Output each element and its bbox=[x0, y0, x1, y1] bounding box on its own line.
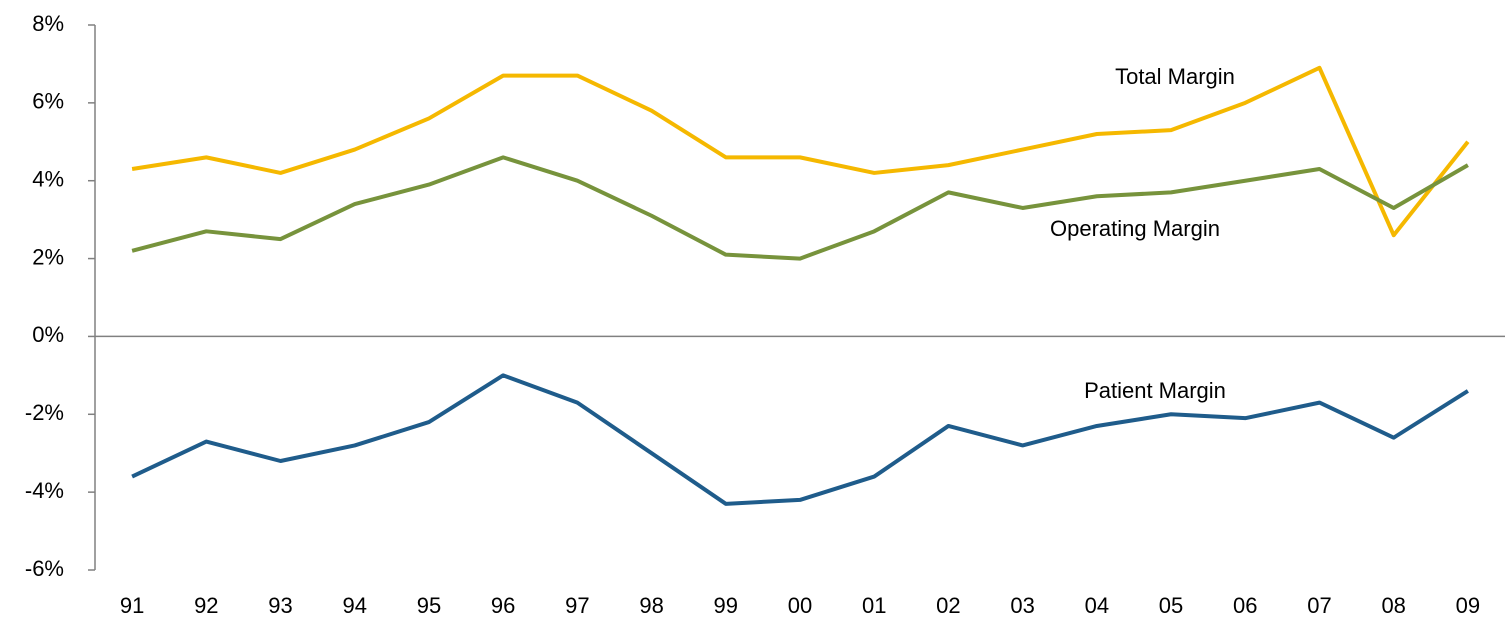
series-line bbox=[131, 65, 1470, 238]
x-tick-label: 95 bbox=[417, 593, 441, 618]
x-tick-label: 99 bbox=[714, 593, 738, 618]
y-tick-label: 4% bbox=[32, 167, 64, 192]
y-tick-label: -2% bbox=[25, 400, 64, 425]
x-tick-label: 03 bbox=[1010, 593, 1034, 618]
x-tick-label: 01 bbox=[862, 593, 886, 618]
x-tick-label: 96 bbox=[491, 593, 515, 618]
series-label: Patient Margin bbox=[1084, 378, 1226, 403]
x-tick-label: 05 bbox=[1159, 593, 1183, 618]
y-tick-label: 8% bbox=[32, 11, 64, 36]
x-tick-label: 02 bbox=[936, 593, 960, 618]
x-tick-label: 06 bbox=[1233, 593, 1257, 618]
x-tick-label: 98 bbox=[639, 593, 663, 618]
x-tick-label: 91 bbox=[120, 593, 144, 618]
x-tick-label: 09 bbox=[1456, 593, 1480, 618]
x-tick-label: 04 bbox=[1085, 593, 1109, 618]
x-tick-label: 92 bbox=[194, 593, 218, 618]
y-tick-label: -4% bbox=[25, 478, 64, 503]
series-label: Operating Margin bbox=[1050, 216, 1220, 241]
x-tick-label: 07 bbox=[1307, 593, 1331, 618]
x-tick-label: 93 bbox=[268, 593, 292, 618]
series-label: Total Margin bbox=[1115, 64, 1235, 89]
x-tick-label: 00 bbox=[788, 593, 812, 618]
x-tick-label: 94 bbox=[342, 593, 366, 618]
series-line bbox=[131, 373, 1469, 506]
y-tick-label: 2% bbox=[32, 244, 64, 269]
series-line bbox=[131, 155, 1469, 261]
x-tick-label: 97 bbox=[565, 593, 589, 618]
y-tick-label: -6% bbox=[25, 556, 64, 581]
y-tick-label: 6% bbox=[32, 89, 64, 114]
x-tick-label: 08 bbox=[1381, 593, 1405, 618]
y-tick-label: 0% bbox=[32, 322, 64, 347]
